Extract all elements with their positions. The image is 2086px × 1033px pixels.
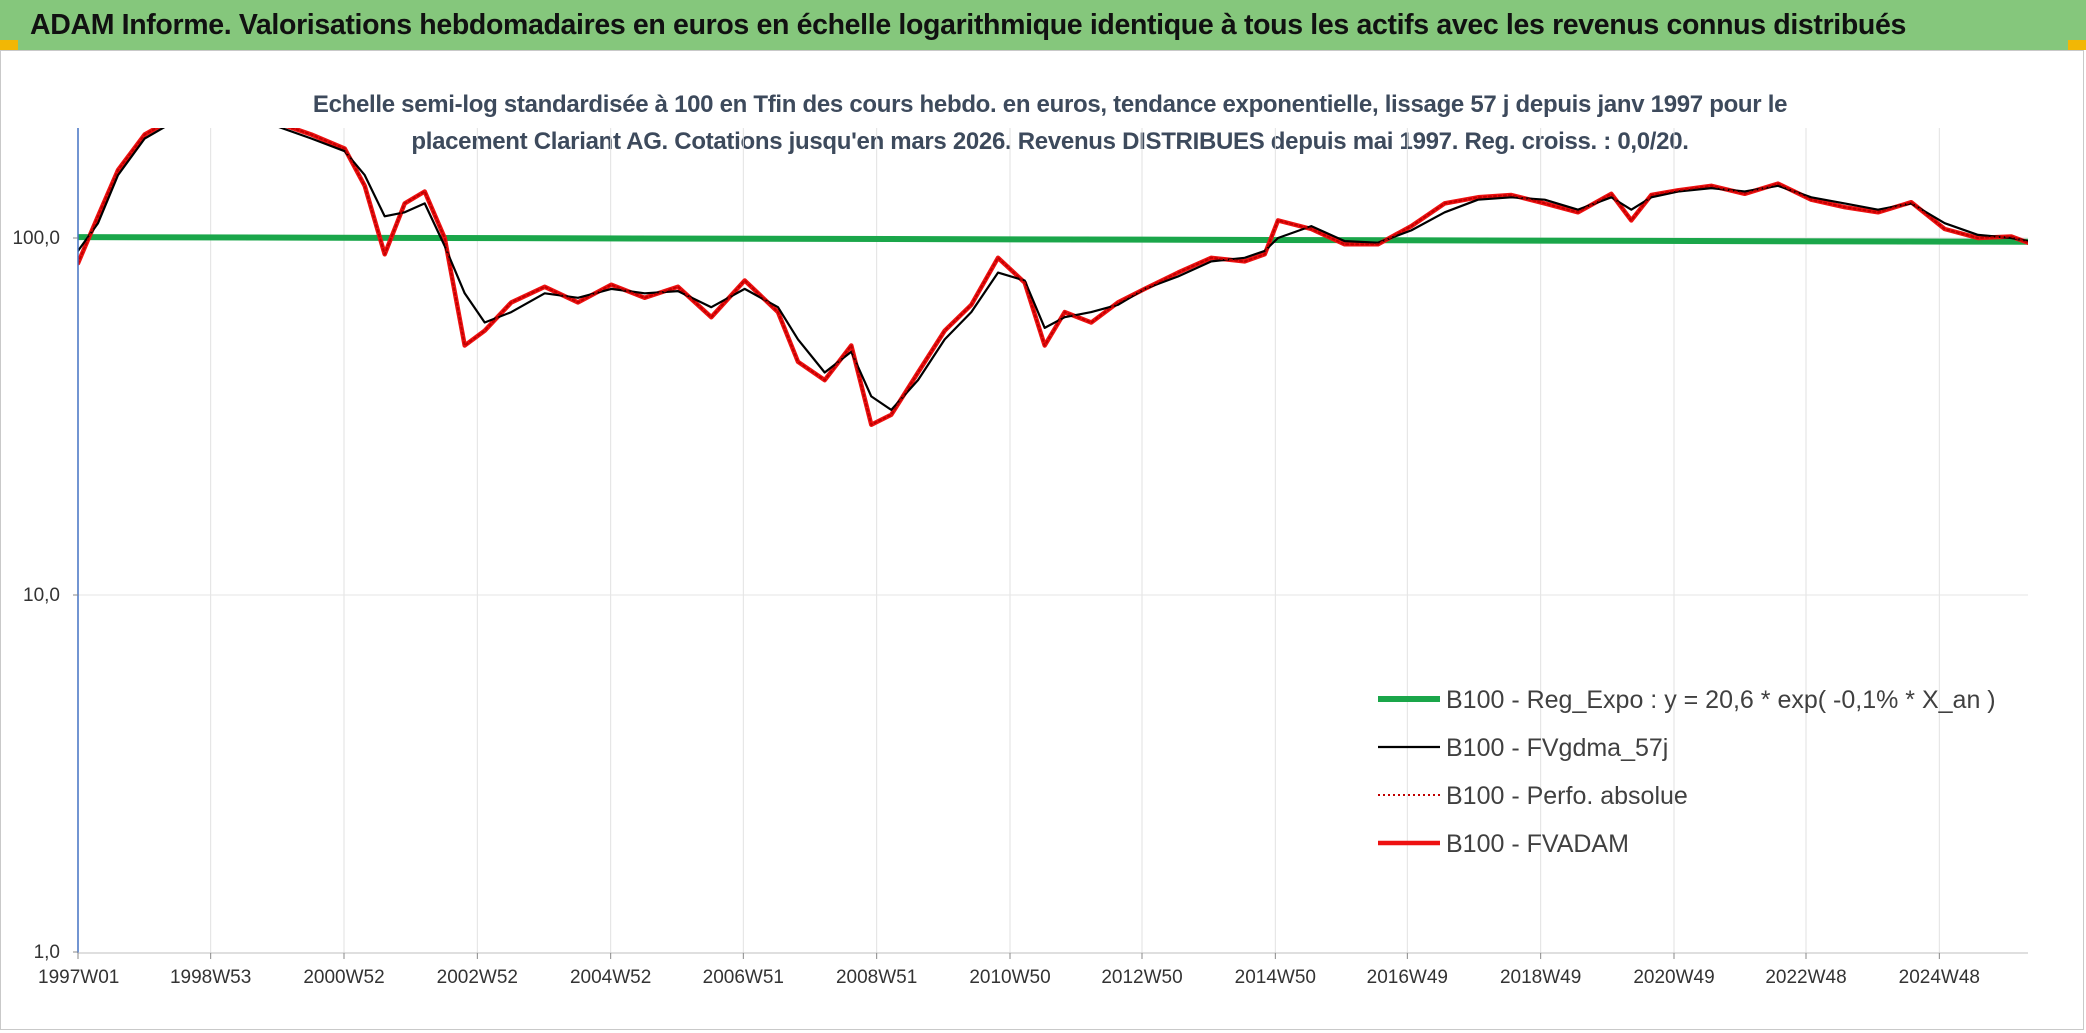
x-tick-label: 2002W52 <box>437 967 518 988</box>
x-tick-label: 1997W01 <box>38 967 119 988</box>
series-line-0 <box>78 234 2028 245</box>
chart-title-line1: Echelle semi-log standardisée à 100 en T… <box>312 91 1788 118</box>
x-tick-label: 2024W48 <box>1899 967 1980 988</box>
corner-mark-right <box>2068 40 2086 50</box>
x-tick-label: 2022W48 <box>1765 967 1846 988</box>
x-tick-label: 2016W49 <box>1367 967 1448 988</box>
x-tick-label: 2004W52 <box>570 967 651 988</box>
series-layer <box>78 128 2028 427</box>
series-line-3 <box>78 128 2028 427</box>
chart-subtitle: Echelle semi-log standardisée à 100 en T… <box>160 86 1940 160</box>
y-tick-label: 10,0 <box>23 585 60 606</box>
x-tick-label: 1998W53 <box>170 967 251 988</box>
chart-title-line2: placement Clariant AG. Cotations jusqu'e… <box>411 128 1689 155</box>
legend-label: B100 - FVADAM <box>1446 830 1629 858</box>
header-bar <box>0 0 2086 50</box>
y-tick-label: 1,0 <box>34 942 60 963</box>
x-tick-label: 2020W49 <box>1633 967 1714 988</box>
corner-mark-left <box>0 40 18 50</box>
x-tick-label: 2006W51 <box>703 967 784 988</box>
x-tick-label: 2014W50 <box>1235 967 1316 988</box>
legend-label: B100 - Perfo. absolue <box>1446 782 1688 810</box>
chart-frame <box>0 50 2084 1030</box>
x-tick-label: 2018W49 <box>1500 967 1581 988</box>
x-tick-label: 2010W50 <box>969 967 1050 988</box>
axis-layer: 1,0 10,0 100,0 1997W01 1998W53 2000W52 2002W52… <box>12 128 2028 988</box>
x-tick-label: 2008W51 <box>836 967 917 988</box>
legend-label: B100 - Reg_Expo : y = 20,6 * exp( -0,1% … <box>1446 686 1996 714</box>
series-line-2 <box>78 128 2028 426</box>
legend-label: B100 - FVgdma_57j <box>1446 734 1668 762</box>
x-tick-label: 2000W52 <box>303 967 384 988</box>
series-line-1 <box>78 128 2028 411</box>
page-title: ADAM Informe. Valorisations hebdomadaire… <box>30 9 1906 41</box>
y-tick-label: 100,0 <box>12 228 60 249</box>
grid-layer <box>78 128 2028 953</box>
x-tick-label: 2012W50 <box>1101 967 1182 988</box>
legend: B100 - Reg_Expo : y = 20,6 * exp( -0,1% … <box>1378 686 1996 858</box>
